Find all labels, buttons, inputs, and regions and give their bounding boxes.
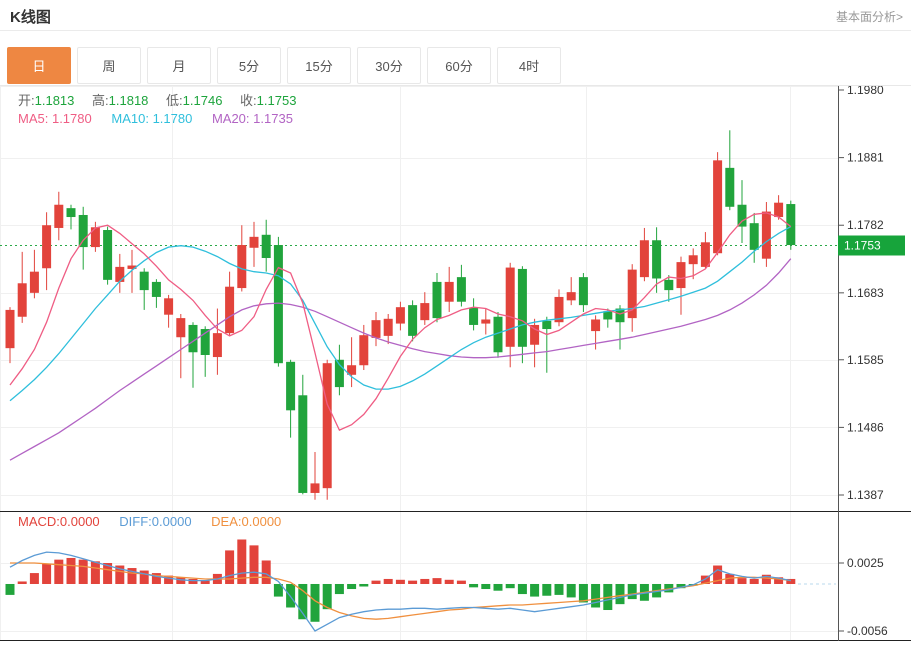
svg-text:1.1486: 1.1486 — [847, 420, 884, 434]
tab-day[interactable]: 日 — [7, 47, 71, 84]
header-divider — [0, 30, 911, 31]
tabbar-border — [0, 85, 911, 86]
svg-text:1.1782: 1.1782 — [847, 218, 884, 232]
svg-text:1.1753: 1.1753 — [844, 239, 881, 253]
tab-60min[interactable]: 60分 — [427, 47, 491, 84]
tab-month[interactable]: 月 — [147, 47, 211, 84]
svg-text:1.1387: 1.1387 — [847, 488, 884, 502]
fundamental-analysis-link[interactable]: 基本面分析> — [835, 10, 903, 24]
svg-text:1.1683: 1.1683 — [847, 286, 884, 300]
page-title: K线图 — [10, 9, 51, 26]
interval-tabbar: 日 周 月 5分 15分 30分 60分 4时 — [7, 47, 561, 84]
svg-text:1.1585: 1.1585 — [847, 353, 884, 367]
svg-text:0.0025: 0.0025 — [847, 556, 884, 570]
tab-week[interactable]: 周 — [77, 47, 141, 84]
tab-5min[interactable]: 5分 — [217, 47, 281, 84]
kline-chart[interactable]: 1.1980 1.1881 1.1782 1.1683 1.1585 1.1486 1.13… — [0, 86, 911, 645]
tab-4hour[interactable]: 4时 — [497, 47, 561, 84]
tab-15min[interactable]: 15分 — [287, 47, 351, 84]
svg-text:1.1881: 1.1881 — [847, 151, 884, 165]
tab-30min[interactable]: 30分 — [357, 47, 421, 84]
svg-text:1.1980: 1.1980 — [847, 86, 884, 97]
svg-text:-0.0056: -0.0056 — [847, 624, 888, 638]
